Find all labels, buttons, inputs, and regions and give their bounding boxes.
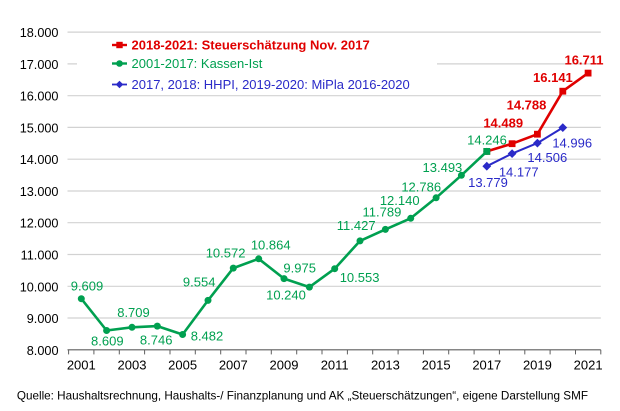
svg-text:2009: 2009 [270, 358, 299, 373]
svg-text:Quelle: Haushaltsrechnung, Hau: Quelle: Haushaltsrechnung, Haushalts-/ F… [17, 389, 588, 402]
svg-text:18.000: 18.000 [20, 26, 59, 40]
svg-text:12.140: 12.140 [380, 193, 420, 208]
svg-text:2019: 2019 [523, 358, 552, 373]
svg-text:9.000: 9.000 [27, 312, 59, 326]
svg-text:8.482: 8.482 [191, 329, 224, 344]
svg-text:11.000: 11.000 [21, 249, 59, 263]
svg-text:8.609: 8.609 [91, 334, 124, 349]
svg-text:10.553: 10.553 [340, 270, 380, 285]
svg-text:9.975: 9.975 [283, 261, 316, 276]
svg-text:2021: 2021 [574, 358, 603, 373]
svg-text:2018-2021: Steuerschätzung Nov: 2018-2021: Steuerschätzung Nov. 2017 [132, 38, 370, 53]
svg-text:14.788: 14.788 [507, 98, 547, 113]
svg-text:2005: 2005 [168, 358, 197, 373]
svg-text:2017: 2017 [472, 358, 501, 373]
svg-text:14.000: 14.000 [20, 153, 59, 167]
svg-text:8.000: 8.000 [27, 344, 59, 358]
svg-text:9.554: 9.554 [183, 275, 216, 290]
svg-text:15.000: 15.000 [20, 121, 59, 135]
svg-text:14.996: 14.996 [552, 135, 592, 150]
svg-text:9.609: 9.609 [71, 278, 104, 293]
svg-text:12.000: 12.000 [20, 217, 59, 231]
svg-text:17.000: 17.000 [20, 58, 59, 72]
svg-text:2001-2017: Kassen-Ist: 2001-2017: Kassen-Ist [132, 56, 263, 71]
svg-text:2001: 2001 [67, 358, 96, 373]
svg-text:8.746: 8.746 [140, 333, 173, 348]
svg-text:14.489: 14.489 [483, 116, 523, 131]
svg-text:8.709: 8.709 [117, 305, 150, 320]
svg-text:16.711: 16.711 [564, 53, 603, 68]
svg-text:12.786: 12.786 [401, 179, 441, 194]
svg-text:14.246: 14.246 [467, 132, 507, 147]
svg-text:13.493: 13.493 [423, 160, 463, 175]
svg-text:2003: 2003 [118, 358, 147, 373]
svg-text:10.572: 10.572 [206, 246, 246, 261]
svg-text:2011: 2011 [321, 358, 349, 373]
svg-text:2007: 2007 [219, 358, 248, 373]
svg-text:10.000: 10.000 [20, 280, 59, 294]
svg-text:11.427: 11.427 [337, 218, 376, 233]
svg-text:2017, 2018: HHPI, 2019-2020: M: 2017, 2018: HHPI, 2019-2020: MiPla 2016-… [132, 77, 410, 92]
svg-text:16.000: 16.000 [20, 90, 59, 104]
svg-text:14.177: 14.177 [499, 165, 539, 180]
svg-text:14.506: 14.506 [527, 150, 567, 165]
svg-text:10.240: 10.240 [266, 287, 306, 302]
svg-text:2015: 2015 [422, 358, 451, 373]
svg-text:10.864: 10.864 [251, 238, 291, 253]
svg-text:11.789: 11.789 [363, 205, 402, 220]
svg-text:13.000: 13.000 [20, 185, 59, 199]
svg-text:13.779: 13.779 [468, 175, 508, 190]
svg-text:2013: 2013 [371, 358, 400, 373]
svg-text:16.141: 16.141 [533, 70, 573, 85]
